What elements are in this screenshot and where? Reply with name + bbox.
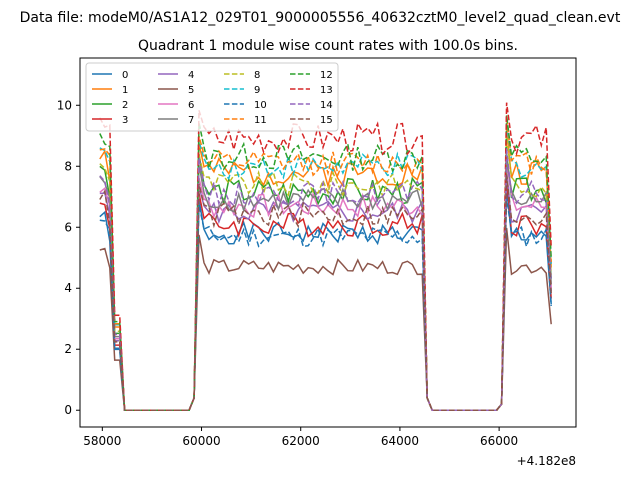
y-tick-label: 0 <box>64 403 72 417</box>
legend-label-8: 8 <box>254 70 260 81</box>
x-tick-label: 66000 <box>480 434 518 448</box>
x-tick-label: 62000 <box>282 434 320 448</box>
figure-suptitle: Data file: modeM0/AS1A12_029T01_90000055… <box>20 10 621 26</box>
y-tick-label: 6 <box>64 220 72 234</box>
legend-label-2: 2 <box>122 100 128 111</box>
legend-label-0: 0 <box>122 70 128 81</box>
legend-label-13: 13 <box>320 85 333 96</box>
series-layer <box>99 102 552 411</box>
x-tick-label: 58000 <box>83 434 121 448</box>
y-tick-label: 4 <box>64 281 72 295</box>
x-tick-label: 64000 <box>381 434 419 448</box>
series-line-12 <box>99 115 552 411</box>
legend-label-1: 1 <box>122 85 128 96</box>
x-axis-offset-label: +4.182e8 <box>517 454 576 468</box>
series-line-15 <box>99 174 552 411</box>
x-tick-label: 60000 <box>182 434 220 448</box>
legend-label-5: 5 <box>188 85 194 96</box>
legend-label-14: 14 <box>320 100 333 111</box>
y-axis: 0 2 4 6 8 10 <box>57 98 80 417</box>
chart-title: Quadrant 1 module wise count rates with … <box>138 38 518 54</box>
legend-label-6: 6 <box>188 100 194 111</box>
plot-frame <box>79 57 577 428</box>
y-tick-label: 10 <box>57 98 72 112</box>
legend-box <box>85 62 339 132</box>
legend-label-11: 11 <box>254 115 267 126</box>
legend-label-12: 12 <box>320 70 333 81</box>
legend-label-9: 9 <box>254 85 260 96</box>
legend-label-3: 3 <box>122 115 128 126</box>
y-tick-label: 8 <box>64 159 72 173</box>
x-axis: 58000 60000 62000 64000 66000 <box>83 427 518 448</box>
legend-label-10: 10 <box>254 100 267 111</box>
legend-label-15: 15 <box>320 115 333 126</box>
series-line-9 <box>99 122 552 411</box>
series-line-11 <box>99 116 552 411</box>
legend-label-4: 4 <box>188 70 194 81</box>
y-tick-label: 2 <box>64 342 72 356</box>
legend-label-7: 7 <box>188 115 194 126</box>
